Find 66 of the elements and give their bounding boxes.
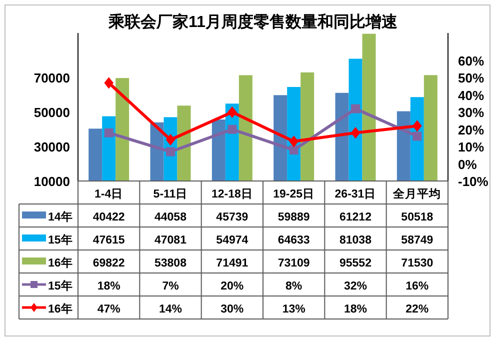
x-tick-label: 全月平均 bbox=[392, 186, 442, 200]
data-label: 47% bbox=[97, 304, 120, 316]
data-label: 47081 bbox=[154, 234, 188, 246]
data-label: 71491 bbox=[216, 258, 249, 270]
point bbox=[228, 124, 237, 134]
point bbox=[412, 120, 422, 132]
x-tick-label: 5-11日 bbox=[153, 188, 188, 200]
point bbox=[166, 147, 175, 156]
data-label: 30% bbox=[220, 304, 244, 316]
data-label: 81038 bbox=[340, 234, 372, 246]
point bbox=[289, 146, 298, 155]
data-label: 8% bbox=[286, 280, 302, 292]
y-tick-label: 30000 bbox=[34, 140, 70, 155]
legend-label: 16年 bbox=[48, 302, 73, 316]
legend-label: 16年 bbox=[48, 256, 73, 270]
point bbox=[351, 127, 360, 138]
data-label: 32% bbox=[344, 280, 368, 292]
legend-label: 14年 bbox=[48, 210, 73, 224]
data-label: 16% bbox=[406, 280, 429, 292]
data-label: 61212 bbox=[340, 212, 372, 224]
x-tick-label: 19-25日 bbox=[273, 188, 315, 200]
legend-label: 15年 bbox=[48, 232, 73, 246]
y2-tick-label: -10% bbox=[458, 174, 489, 189]
data-label: 47615 bbox=[92, 234, 126, 246]
y-tick-label: 70000 bbox=[34, 70, 70, 86]
y2-tick-label: 40% bbox=[458, 88, 484, 103]
point bbox=[289, 136, 298, 147]
data-label: 64633 bbox=[278, 234, 310, 246]
y2-tick-label: 0% bbox=[458, 156, 478, 172]
data-label: 50518 bbox=[401, 212, 434, 224]
y2-tick-label: 30% bbox=[458, 105, 484, 120]
data-label: 13% bbox=[282, 304, 306, 316]
data-label: 40422 bbox=[92, 212, 125, 224]
data-label: 7% bbox=[162, 280, 179, 292]
data-label: 71530 bbox=[401, 258, 434, 270]
point bbox=[104, 128, 114, 138]
point bbox=[412, 132, 422, 141]
data-label: 69822 bbox=[92, 258, 125, 270]
data-label: 73109 bbox=[278, 258, 310, 270]
x-tick-label: 12-18日 bbox=[211, 188, 253, 200]
y2-tick-label: 20% bbox=[458, 122, 484, 138]
data-label: 18% bbox=[344, 304, 368, 316]
data-label: 20% bbox=[220, 280, 244, 292]
point bbox=[104, 77, 114, 88]
data-label: 45739 bbox=[216, 212, 248, 224]
data-label: 44058 bbox=[154, 212, 188, 224]
y-tick-label: 50000 bbox=[34, 105, 70, 120]
data-label: 22% bbox=[406, 304, 429, 316]
point bbox=[351, 104, 360, 114]
data-label: 14% bbox=[158, 304, 182, 316]
y2-tick-label: 50% bbox=[458, 70, 484, 86]
x-tick-label: 26-31日 bbox=[334, 188, 376, 200]
chart-title: 乘联会厂家11月周度零售数量和同比增速 bbox=[108, 12, 398, 31]
y-tick-label: 10000 bbox=[34, 174, 70, 189]
point bbox=[228, 106, 237, 118]
data-label: 53808 bbox=[154, 258, 188, 270]
data-label: 59889 bbox=[278, 212, 310, 224]
y2-tick-label: 60% bbox=[458, 54, 484, 69]
data-label: 54974 bbox=[216, 234, 249, 246]
legend-label: 15年 bbox=[48, 278, 73, 292]
y2-tick-label: 10% bbox=[458, 140, 484, 155]
data-label: 18% bbox=[97, 280, 120, 292]
point bbox=[166, 134, 175, 146]
data-label: 58749 bbox=[401, 234, 434, 246]
x-tick-label: 1-4日 bbox=[94, 188, 124, 200]
data-label: 95552 bbox=[340, 258, 372, 270]
